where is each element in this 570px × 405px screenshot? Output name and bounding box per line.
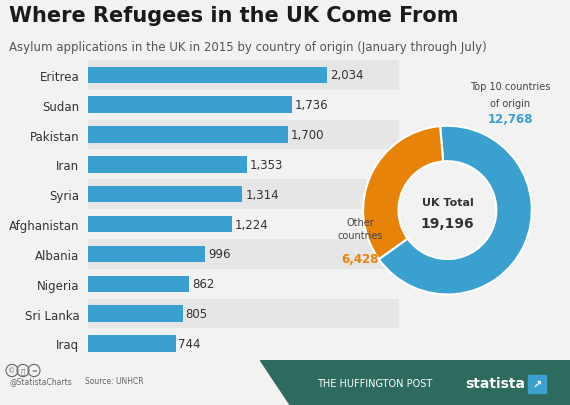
Text: Other
countries: Other countries (337, 217, 383, 241)
Text: Source: UNHCR: Source: UNHCR (85, 376, 144, 385)
Text: THE HUFFINGTON POST: THE HUFFINGTON POST (317, 378, 433, 388)
Bar (88, 68, 327, 84)
Text: 862: 862 (192, 277, 215, 290)
Text: 1,224: 1,224 (235, 218, 268, 231)
Text: Where Refugees in the UK Come From: Where Refugees in the UK Come From (9, 6, 458, 26)
Text: 1,314: 1,314 (245, 188, 279, 201)
Bar (83, 120, 399, 150)
Text: 744: 744 (178, 337, 201, 350)
Wedge shape (379, 126, 532, 295)
Text: 6,428: 6,428 (341, 253, 379, 266)
Text: Top 10 countries: Top 10 countries (470, 82, 551, 92)
Bar (88, 157, 247, 173)
Text: ↗: ↗ (532, 379, 541, 389)
Bar (88, 97, 292, 113)
Bar (88, 306, 183, 322)
Text: UK Total: UK Total (422, 197, 473, 207)
Bar (83, 329, 399, 358)
Bar (83, 299, 399, 329)
Bar (83, 61, 399, 90)
Text: 996: 996 (208, 248, 230, 261)
Text: 805: 805 (186, 307, 208, 320)
Bar (83, 90, 399, 120)
Bar (88, 187, 242, 203)
Text: 1,353: 1,353 (250, 158, 283, 171)
Text: =: = (31, 368, 37, 373)
Text: 19,196: 19,196 (421, 216, 474, 230)
Text: @StatistaCharts: @StatistaCharts (10, 376, 73, 385)
Text: of origin: of origin (490, 98, 530, 108)
Text: 1,736: 1,736 (295, 99, 328, 112)
Text: Asylum applications in the UK in 2015 by country of origin (January through July: Asylum applications in the UK in 2015 by… (9, 40, 486, 53)
Bar (88, 276, 189, 292)
Bar (88, 335, 176, 352)
Bar (88, 216, 232, 232)
Bar (88, 127, 288, 143)
Bar (528, 375, 546, 393)
Bar (83, 150, 399, 180)
Bar (83, 239, 399, 269)
Wedge shape (363, 127, 443, 260)
Text: ©: © (9, 368, 15, 373)
Bar (83, 180, 399, 210)
Text: 1,700: 1,700 (291, 129, 324, 142)
Bar (83, 210, 399, 239)
Text: ⓘ: ⓘ (21, 367, 25, 374)
Text: 2,034: 2,034 (329, 69, 363, 82)
Bar (88, 246, 205, 262)
Text: 12,768: 12,768 (487, 113, 533, 126)
Polygon shape (260, 360, 570, 405)
Bar (83, 269, 399, 299)
Text: statista: statista (465, 376, 525, 390)
